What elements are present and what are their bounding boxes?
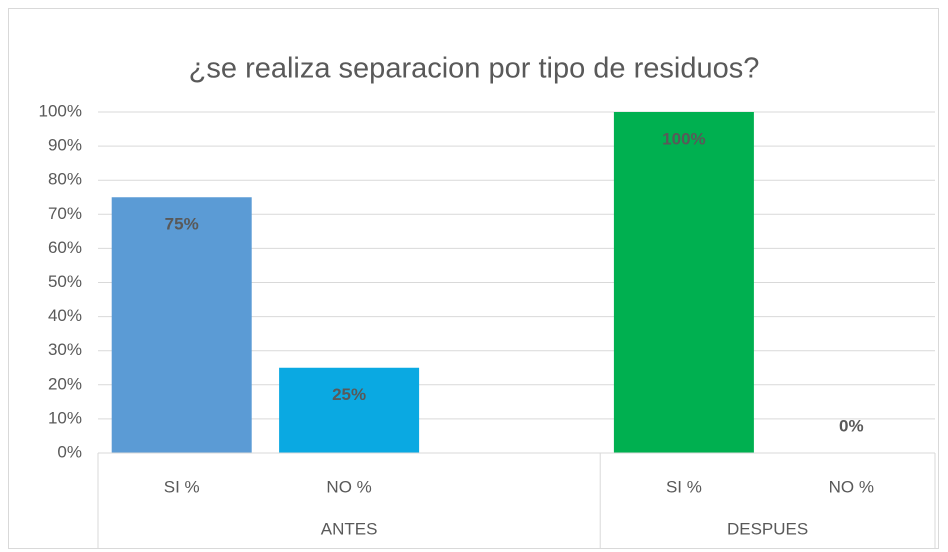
x-tick-label: SI % [164,477,200,496]
value-label: 75% [165,215,199,234]
value-label: 100% [662,129,705,148]
y-tick-label: 90% [48,136,82,155]
value-label: 25% [332,385,366,404]
y-tick-label: 0% [57,442,82,461]
y-tick-label: 50% [48,272,82,291]
group-label: DESPUES [727,519,808,538]
y-tick-label: 10% [48,408,82,427]
bar [111,197,252,453]
bar [279,367,420,453]
y-tick-label: 100% [39,101,82,120]
x-tick-label: NO % [829,477,874,496]
value-label: 0% [839,416,864,435]
y-tick-label: 60% [48,238,82,257]
y-tick-label: 30% [48,340,82,359]
x-tick-label: NO % [326,477,371,496]
bar [613,112,754,453]
y-tick-label: 80% [48,170,82,189]
chart-title: ¿se realiza separacion por tipo de resid… [189,53,760,85]
y-tick-label: 20% [48,374,82,393]
y-tick-label: 70% [48,204,82,223]
x-tick-label: SI % [666,477,702,496]
group-label: ANTES [321,519,378,538]
y-tick-label: 40% [48,306,82,325]
